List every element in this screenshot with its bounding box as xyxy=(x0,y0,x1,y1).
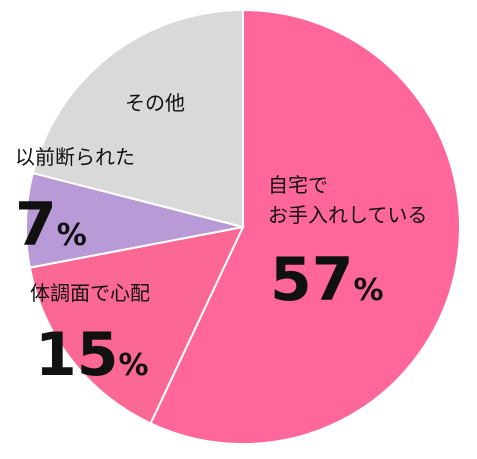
value-label: 7% xyxy=(15,190,87,260)
pie-slice xyxy=(31,8,244,229)
value-label: 57% xyxy=(270,245,384,315)
slice-label: 体調面で心配 xyxy=(30,281,150,305)
slice-label: 自宅で お手入れしている xyxy=(268,173,428,227)
pie-slice xyxy=(149,8,461,445)
slice-label: 以前断られた xyxy=(15,145,135,169)
pie-slice xyxy=(28,225,245,425)
value-label: 15% xyxy=(35,320,149,390)
slice-label: その他 xyxy=(125,91,185,115)
